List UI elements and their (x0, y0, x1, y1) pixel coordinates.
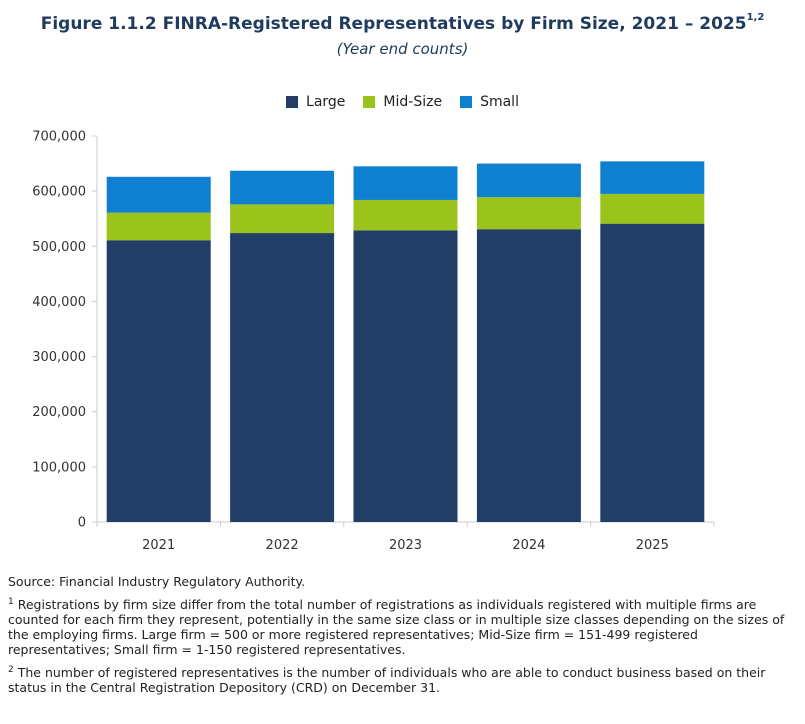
y-tick-label: 100,000 (32, 460, 86, 475)
source-note: Source: Financial Industry Regulatory Au… (8, 574, 306, 589)
y-tick-label: 700,000 (32, 130, 86, 145)
chart-legend: Large Mid-Size Small (0, 94, 805, 110)
chart-title-text: Figure 1.1.2 FINRA-Registered Representa… (40, 14, 747, 34)
footnote-1-mark: 1 (8, 597, 14, 607)
footnote-2: 2 The number of registered representativ… (8, 663, 798, 695)
bar-large-2023 (353, 230, 458, 522)
x-tick-label: 2022 (266, 538, 299, 553)
bar-small-2024 (476, 163, 581, 198)
y-tick-label: 500,000 (32, 240, 86, 255)
y-tick-label: 400,000 (32, 295, 86, 310)
x-tick-label: 2021 (142, 538, 175, 553)
stacked-bar-chart: 0 100,000 200,000 300,000 400,000 500,000 600,… (32, 130, 715, 553)
legend-item-mid-size: Mid-Size (363, 94, 442, 110)
y-tick-label: 200,000 (32, 405, 86, 420)
footnote-2-text: The number of registered representatives… (8, 665, 766, 696)
y-tick-label: 300,000 (32, 350, 86, 365)
chart-subtitle: (Year end counts) (336, 40, 469, 58)
bar-mid-size-2024 (476, 197, 581, 230)
bar-large-2024 (476, 229, 581, 522)
bar-small-2022 (230, 170, 335, 205)
bar-mid-size-2023 (353, 199, 458, 231)
bar-small-2023 (353, 166, 458, 200)
title-footnote-marks: 1,2 (746, 12, 765, 24)
x-tick-label: 2025 (636, 538, 669, 553)
legend-label-mid-size: Mid-Size (383, 94, 443, 110)
footnote-1-text: Registrations by firm size differ from t… (8, 597, 785, 658)
y-tick-label: 0 (78, 516, 86, 531)
bar-mid-size-2022 (230, 204, 335, 234)
bar-small-2021 (106, 176, 211, 213)
x-tick-label: 2024 (512, 538, 545, 553)
bar-large-2022 (230, 233, 335, 522)
bar-mid-size-2025 (600, 193, 705, 224)
legend-item-large: Large (286, 94, 345, 110)
y-tick-label: 600,000 (32, 185, 86, 200)
legend-label-large: Large (306, 94, 346, 110)
legend-swatch-small (460, 96, 473, 108)
bar-small-2025 (600, 161, 705, 194)
legend-swatch-mid-size (363, 96, 376, 108)
chart-title: Figure 1.1.2 FINRA-Registered Representa… (0, 12, 805, 34)
x-tick-label: 2023 (389, 538, 422, 553)
bar-large-2021 (106, 240, 211, 522)
footnote-2-mark: 2 (8, 665, 14, 676)
bar-large-2025 (600, 223, 705, 523)
legend-item-small: Small (460, 94, 519, 110)
bar-mid-size-2021 (106, 212, 211, 241)
chart-notes: Source: Financial Industry Regulatory Au… (8, 574, 798, 701)
footnote-1: 1 Registrations by firm size differ from… (8, 595, 798, 657)
legend-label-small: Small (480, 94, 519, 110)
legend-swatch-large (286, 96, 299, 108)
